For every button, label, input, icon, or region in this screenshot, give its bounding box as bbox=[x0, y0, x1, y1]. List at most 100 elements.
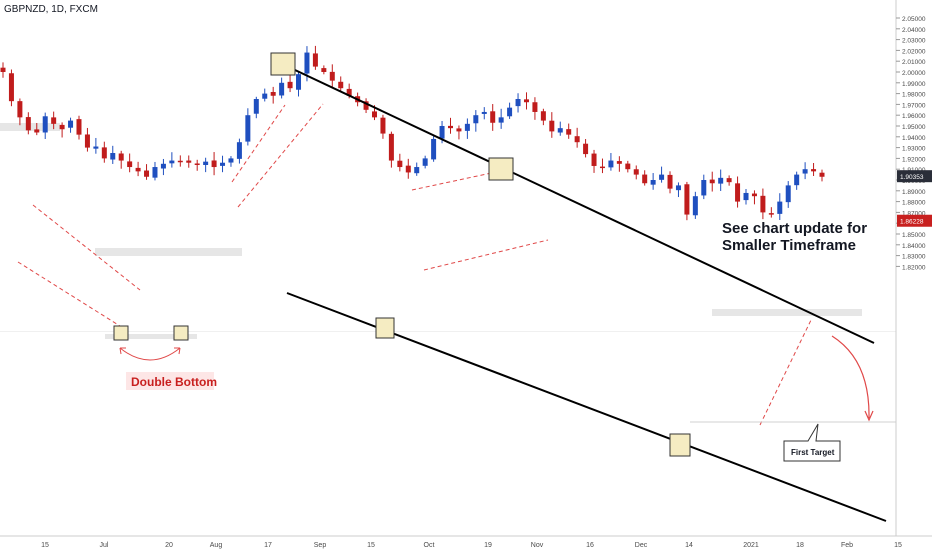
candle-body bbox=[549, 120, 555, 132]
candle-body bbox=[599, 166, 605, 169]
candle-body bbox=[726, 178, 732, 183]
price-tick-label: 1.95000 bbox=[902, 124, 926, 131]
candle-body bbox=[186, 160, 192, 163]
price-tick-label: 1.98000 bbox=[902, 92, 926, 99]
candle-body bbox=[768, 213, 774, 215]
pattern-line-5 bbox=[423, 239, 549, 271]
double-bottom-arc-heads bbox=[119, 347, 181, 355]
candle-body bbox=[532, 102, 538, 112]
candle-body bbox=[574, 136, 580, 143]
price-tick-label: 1.82000 bbox=[902, 264, 926, 271]
price-axis: 2.05000 2.04000 2.03000 2.02000 2.01000 2.000… bbox=[895, 0, 932, 536]
candle-body bbox=[431, 138, 437, 160]
time-tick-label: 16 bbox=[586, 542, 594, 549]
zone-4 bbox=[0, 331, 896, 332]
pattern-line-0 bbox=[32, 204, 141, 291]
trend-lines bbox=[17, 61, 887, 522]
target-price-label: 1.86228 bbox=[900, 219, 924, 226]
candle-body bbox=[566, 129, 572, 135]
candle-body bbox=[507, 107, 513, 117]
candle-body bbox=[110, 153, 116, 160]
time-tick-label: 20 bbox=[165, 542, 173, 549]
candle-body bbox=[464, 123, 470, 131]
candle-body bbox=[135, 167, 141, 172]
candle-body bbox=[76, 119, 82, 135]
double-bottom-arc bbox=[119, 347, 181, 361]
candle-body bbox=[169, 160, 175, 164]
candle-body bbox=[447, 125, 453, 129]
projection-arrowhead bbox=[864, 410, 874, 422]
candle-body bbox=[557, 128, 563, 133]
price-tick-label: 1.84000 bbox=[902, 243, 926, 250]
price-tick-label: 1.92000 bbox=[902, 156, 926, 163]
candle-body bbox=[329, 71, 335, 81]
zone-2 bbox=[105, 334, 197, 339]
price-tick-label: 2.01000 bbox=[902, 59, 926, 66]
time-tick-label: Aug bbox=[210, 542, 223, 549]
candle-body bbox=[42, 116, 48, 133]
candle-body bbox=[25, 117, 31, 131]
time-tick-label: Oct bbox=[424, 542, 435, 549]
target-price-badge bbox=[897, 214, 932, 227]
price-tick-label: 1.89000 bbox=[902, 189, 926, 196]
pivot-boxes bbox=[113, 52, 691, 457]
candle-body bbox=[794, 174, 800, 186]
candle-body bbox=[515, 99, 521, 107]
candle-body bbox=[380, 117, 386, 134]
time-tick-label: 15 bbox=[367, 542, 375, 549]
double-bottom-label: Double Bottom bbox=[131, 375, 217, 389]
time-tick-label: Sep bbox=[314, 542, 327, 549]
channel-upper-line bbox=[277, 61, 875, 344]
double-bottom-label-bg bbox=[126, 372, 214, 390]
price-tick-label: 1.93000 bbox=[902, 146, 926, 153]
candle-body bbox=[177, 160, 183, 163]
candle-body bbox=[481, 111, 487, 114]
candle-body bbox=[667, 174, 673, 189]
first-target-label: First Target bbox=[791, 448, 835, 457]
candle-body bbox=[777, 201, 783, 214]
candle-body bbox=[388, 133, 394, 161]
pivot-box-2 bbox=[375, 317, 395, 339]
candle-body bbox=[642, 174, 648, 184]
candle-body bbox=[675, 185, 681, 191]
time-tick-label: 15 bbox=[41, 542, 49, 549]
candle-body bbox=[659, 174, 665, 180]
candle-body bbox=[101, 147, 107, 159]
update-note-line1: See chart update for bbox=[722, 220, 867, 237]
time-tick-label: 17 bbox=[264, 542, 272, 549]
candle-body bbox=[68, 120, 74, 128]
pattern-line-1 bbox=[17, 261, 121, 327]
candle-body bbox=[296, 74, 302, 90]
candle-body bbox=[321, 68, 327, 72]
pattern-line-2 bbox=[237, 103, 324, 208]
candle-body bbox=[405, 165, 411, 173]
candle-body bbox=[625, 163, 631, 170]
candle-body bbox=[8, 73, 14, 102]
candle-body bbox=[312, 53, 318, 67]
candle-body bbox=[51, 117, 57, 124]
candle-body bbox=[684, 184, 690, 215]
candle-body bbox=[84, 134, 90, 148]
candle-body bbox=[397, 160, 403, 168]
candle-body bbox=[279, 82, 285, 96]
price-tick-label: 2.02000 bbox=[902, 48, 926, 55]
candle-body bbox=[203, 161, 209, 165]
candle-body bbox=[802, 169, 808, 174]
zone-1 bbox=[95, 248, 242, 256]
pattern-line-3 bbox=[231, 104, 286, 183]
time-tick-label: Dec bbox=[635, 542, 648, 549]
candle-body bbox=[439, 126, 445, 139]
candle-body bbox=[523, 99, 529, 103]
price-tick-label: 1.87000 bbox=[902, 210, 926, 217]
candle-body bbox=[270, 92, 276, 96]
candle-body bbox=[372, 111, 378, 118]
candle-body bbox=[363, 101, 369, 110]
candle-body bbox=[160, 163, 166, 169]
price-tick-label: 1.94000 bbox=[902, 135, 926, 142]
zone-3 bbox=[712, 309, 862, 316]
candle-body bbox=[127, 161, 133, 168]
time-tick-label: Nov bbox=[531, 542, 544, 549]
candle-body bbox=[692, 196, 698, 216]
candle-body bbox=[473, 115, 479, 124]
